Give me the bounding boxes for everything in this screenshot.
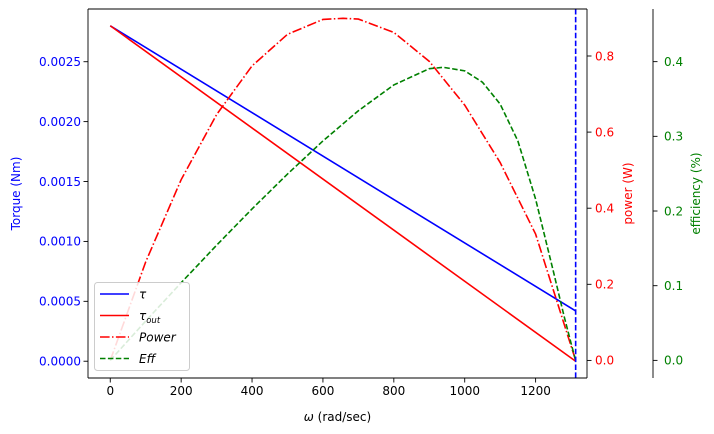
left-y-tick-label: 0.0025 (39, 55, 81, 69)
x-tick-label: 200 (170, 384, 193, 398)
efficiency-y-tick-label: 0.1 (664, 279, 683, 293)
efficiency-y-axis-label: efficiency (%) (689, 152, 703, 234)
legend-label: Power (139, 331, 177, 345)
x-tick-label: 1000 (449, 384, 480, 398)
x-tick-label: 1200 (520, 384, 551, 398)
power-y-tick-label: 0.6 (595, 125, 614, 139)
x-tick-label: 400 (241, 384, 264, 398)
left-y-tick-label: 0.0010 (39, 235, 81, 249)
efficiency-y-tick-label: 0.2 (664, 204, 683, 218)
left-y-tick-label: 0.0000 (39, 355, 81, 369)
efficiency-y-tick-label: 0.4 (664, 55, 683, 69)
efficiency-y-tick-label: 0.0 (664, 354, 683, 368)
x-tick-label: 800 (382, 384, 405, 398)
left-y-tick-label: 0.0020 (39, 115, 81, 129)
power-line (109, 17, 577, 361)
legend-label: τ (139, 288, 147, 302)
power-y-tick-label: 0.4 (595, 202, 614, 216)
efficiency-line (109, 66, 577, 361)
legend: τ τout Power Eff (94, 282, 190, 371)
left-y-axis-label: Torque (Nm) (9, 157, 23, 232)
left-y-tick-label: 0.0005 (39, 295, 81, 309)
power-y-axis-label: power (W) (621, 162, 635, 224)
efficiency-y-tick-label: 0.3 (664, 130, 683, 144)
legend-label: Eff (139, 352, 157, 366)
x-tick-label: 0 (106, 384, 114, 398)
left-y-tick-label: 0.0015 (39, 175, 81, 189)
x-tick-label: 600 (311, 384, 334, 398)
legend-label: τout (139, 309, 161, 326)
legend-box (94, 282, 190, 371)
x-axis-label: ω (rad/sec) (304, 410, 371, 424)
power-y-tick-label: 0.8 (595, 49, 614, 63)
power-y-tick-label: 0.0 (595, 354, 614, 368)
power-y-tick-label: 0.2 (595, 278, 614, 292)
torque-line (109, 25, 577, 312)
torque-out-line (109, 25, 577, 362)
